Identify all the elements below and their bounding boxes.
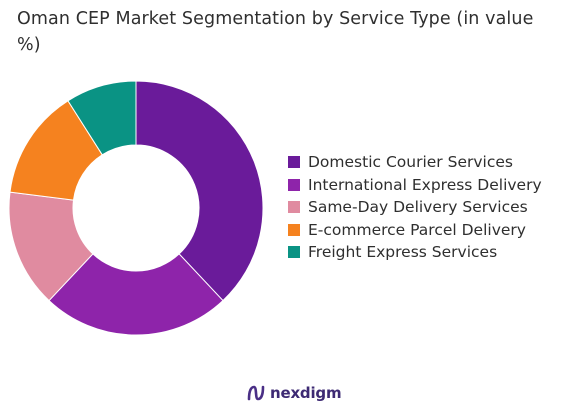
legend-item: E-commerce Parcel Delivery [288,219,542,242]
legend-label: Domestic Courier Services [308,153,513,172]
donut-slice-domestic-courier-services [135,80,264,302]
nexdigm-logo-icon [247,385,265,401]
donut-slice-freight-express-services [67,80,137,156]
legend-label: E-commerce Parcel Delivery [308,220,526,239]
legend-label: Freight Express Services [308,243,498,262]
legend-item: Freight Express Services [288,241,542,264]
donut-slice-international-express-delivery [48,253,224,336]
legend-label: Same-Day Delivery Services [308,198,528,217]
legend-swatch [288,201,300,214]
legend-swatch [288,223,300,236]
legend-item: Domestic Courier Services [288,151,542,174]
legend-label: International Express Delivery [308,175,542,194]
chart-title: Oman CEP Market Segmentation by Service … [17,9,534,55]
chart-legend: Domestic Courier Services International E… [288,151,542,264]
logo-text: nexdigm [270,384,342,402]
legend-item: Same-Day Delivery Services [288,196,542,219]
nexdigm-logo: nexdigm [246,383,342,403]
legend-swatch [288,246,300,259]
legend-swatch [288,156,300,169]
legend-swatch [288,178,300,191]
legend-item: International Express Delivery [288,174,542,197]
